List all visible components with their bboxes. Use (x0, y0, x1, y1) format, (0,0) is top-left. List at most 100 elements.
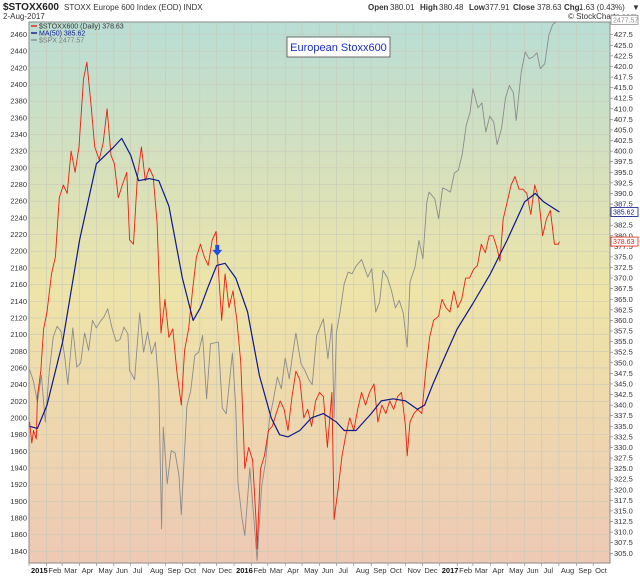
right-tick-label: 332.5 (614, 432, 633, 441)
x-tick-label: Apr (82, 566, 94, 575)
last-value-label-stoxx: 378.63 (613, 239, 635, 246)
right-tick-label: 417.5 (614, 73, 633, 82)
right-tick-label: 322.5 (614, 475, 633, 484)
right-tick-label: 392.5 (614, 178, 633, 187)
right-tick-label: 315.0 (614, 506, 633, 515)
left-tick-label: 2300 (10, 163, 27, 172)
right-tick-label: 325.0 (614, 464, 633, 473)
left-tick-label: 2060 (10, 363, 27, 372)
x-tick-label: Oct (595, 566, 608, 575)
right-tick-label: 387.5 (614, 200, 633, 209)
right-tick-label: 390.0 (614, 189, 633, 198)
x-tick-label: Feb (459, 566, 472, 575)
low-value: 377.91 (485, 3, 510, 12)
chg-label: Chg. (564, 3, 582, 12)
left-tick-label: 2040 (10, 380, 27, 389)
close-label: Close (513, 3, 535, 12)
down-arrow-marker-icon (212, 244, 223, 256)
x-tick-label: Jul (543, 566, 553, 575)
right-tick-label: 340.0 (614, 401, 633, 410)
left-tick-label: 2200 (10, 247, 27, 256)
last-value-box-spx (610, 14, 639, 25)
chart-date: 2-Aug-2017 (3, 12, 45, 21)
right-tick-label: 347.5 (614, 369, 633, 378)
left-tick-label: 2080 (10, 347, 27, 356)
right-tick-label: 395.0 (614, 168, 633, 177)
x-tick-label: Mar (64, 566, 77, 575)
right-tick-label: 370.0 (614, 274, 633, 283)
right-tick-label: 412.5 (614, 94, 633, 103)
high-label: High (420, 3, 438, 12)
left-tick-label: 1980 (10, 430, 27, 439)
annotation-box: European Stoxx600 (286, 36, 391, 58)
x-tick-label: Aug (150, 566, 163, 575)
left-tick-label: 1860 (10, 530, 27, 539)
right-tick-label: 372.5 (614, 263, 633, 272)
x-tick-label: Sep (373, 566, 386, 575)
high-value: 380.48 (439, 3, 464, 12)
right-tick-label: 310.0 (614, 528, 633, 537)
x-tick-label: Jul (133, 566, 143, 575)
right-tick-label: 425.0 (614, 41, 633, 50)
x-tick-label: Feb (48, 566, 61, 575)
right-tick-label: 365.0 (614, 295, 633, 304)
right-tick-label: 380.0 (614, 231, 633, 240)
x-tick-label: 2016 (236, 566, 253, 575)
right-tick-label: 350.0 (614, 358, 633, 367)
right-tick-label: 427.5 (614, 30, 633, 39)
left-tick-label: 2460 (10, 30, 27, 39)
x-tick-label: Nov (407, 566, 421, 575)
left-tick-label: 2340 (10, 130, 27, 139)
left-tick-label: 2140 (10, 297, 27, 306)
left-tick-label: 1940 (10, 463, 27, 472)
last-value-label-ma: 385.62 (613, 209, 635, 216)
x-tick-label: Aug (356, 566, 369, 575)
legend-label-spx: $SPX 2477.57 (39, 38, 84, 45)
right-tick-label: 420.0 (614, 62, 633, 71)
right-tick-label: 410.0 (614, 104, 633, 113)
x-tick-label: May (509, 566, 523, 575)
last-value-labels: 2477.57 385.62 378.63 (610, 14, 639, 247)
x-tick-label: Jul (338, 566, 348, 575)
right-tick-label: 422.5 (614, 51, 633, 60)
annotation-text: European Stoxx600 (290, 42, 387, 54)
x-tick-label: May (304, 566, 318, 575)
legend-label-stoxx: $STOXX600 (Daily) 378.63 (39, 24, 124, 31)
brand-label: © StockCharts.com (568, 12, 637, 21)
left-tick-label: 2380 (10, 97, 27, 106)
right-tick-label: 362.5 (614, 305, 633, 314)
right-tick-label: 330.0 (614, 443, 633, 452)
series-line-spx (29, 22, 557, 561)
left-tick-label: 2020 (10, 397, 27, 406)
chart-description: STOXX Europe 600 Index (EOD) INDX (64, 3, 203, 12)
x-axis: 2015 Feb Mar Apr May Jun Jul Aug Sep Oct Nov Dec 201… (28, 563, 608, 575)
series-line-ma50 (29, 137, 560, 438)
chart-symbol: $STOXX600 (3, 2, 59, 13)
marker-layer (212, 244, 223, 256)
right-tick-label: 320.0 (614, 485, 633, 494)
x-tick-label: Jun (322, 566, 334, 575)
right-tick-label: 312.5 (614, 517, 633, 526)
legend-label-ma: MA(50) 385.62 (39, 31, 85, 38)
right-tick-label: 355.0 (614, 337, 633, 346)
last-value-label-spx: 2477.57 (613, 17, 638, 24)
right-tick-label: 360.0 (614, 316, 633, 325)
right-tick-label: 357.5 (614, 327, 633, 336)
chg-value: 1.63 (0.43%) (579, 3, 625, 12)
left-axis: 1840 1860 1880 1900 1920 1940 1960 1980 2000 2020… (10, 30, 27, 556)
right-tick-label: 335.0 (614, 422, 633, 431)
left-tick-label: 2280 (10, 180, 27, 189)
x-tick-label: Jun (116, 566, 128, 575)
left-tick-label: 2400 (10, 80, 27, 89)
x-tick-label: Sep (578, 566, 591, 575)
right-tick-label: 317.5 (614, 496, 633, 505)
left-tick-label: 2240 (10, 213, 27, 222)
right-tick-label: 327.5 (614, 454, 633, 463)
x-tick-label: Sep (168, 566, 181, 575)
left-tick-label: 2260 (10, 197, 27, 206)
left-tick-label: 2160 (10, 280, 27, 289)
x-tick-label: Nov (202, 566, 216, 575)
x-tick-label: May (98, 566, 112, 575)
